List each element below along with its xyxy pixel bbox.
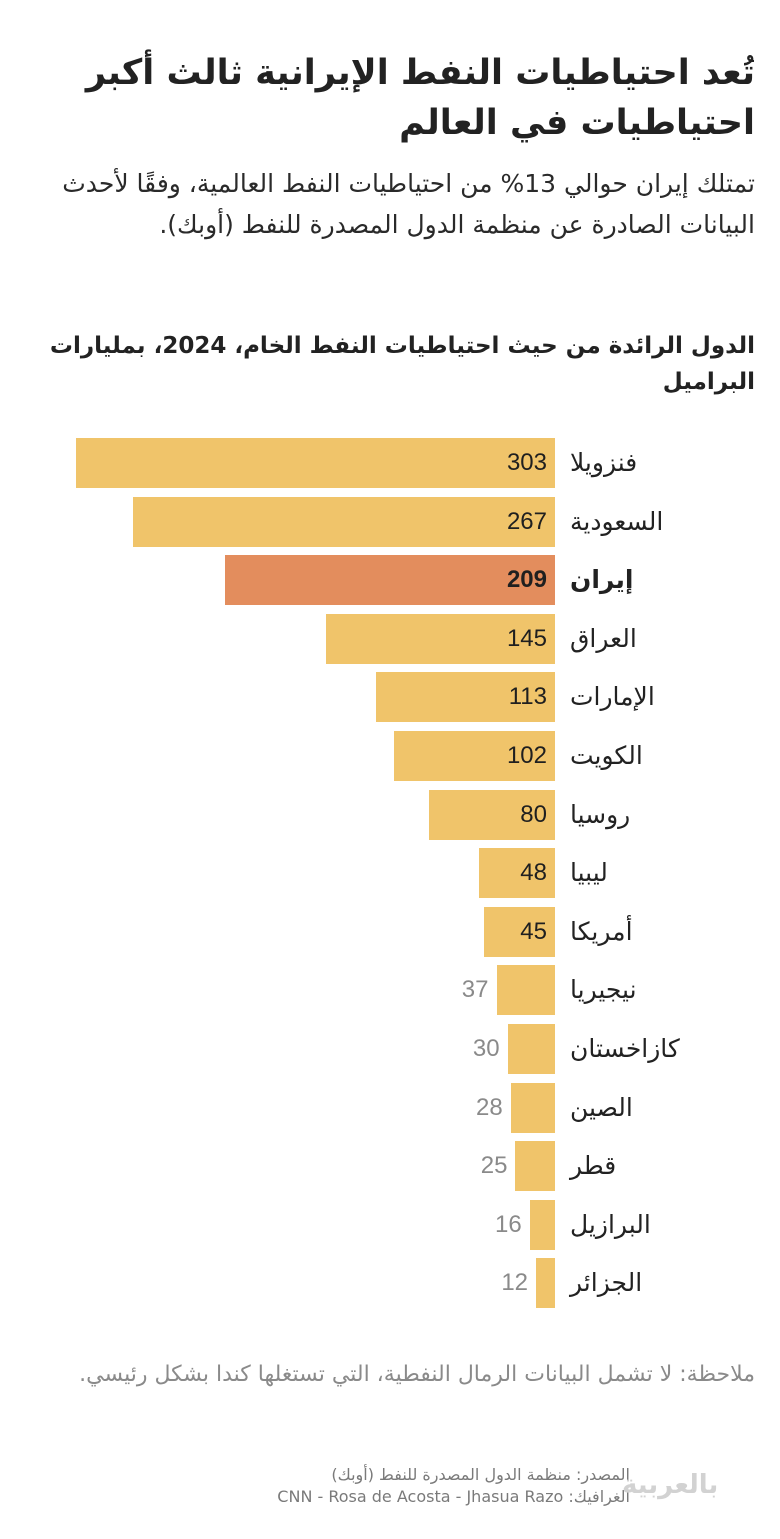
bar xyxy=(515,1141,555,1192)
value-label: 45 xyxy=(520,917,547,945)
source: المصدر: منظمة الدول المصدرة للنفط (أوبك) xyxy=(331,1465,630,1484)
value-label: 48 xyxy=(520,859,547,887)
category-label: ليبيا xyxy=(570,858,608,888)
bar xyxy=(536,1258,555,1309)
bar xyxy=(529,1199,555,1250)
page-title: تُعد احتياطيات النفط الإيرانية ثالث أكبر… xyxy=(85,53,755,143)
category-label: قطر xyxy=(570,1151,617,1181)
value-label: 303 xyxy=(506,449,547,476)
value-label: 102 xyxy=(506,742,547,769)
value-label: 37 xyxy=(461,976,489,1004)
value-label: 80 xyxy=(520,800,547,828)
value-label: 30 xyxy=(472,1035,500,1062)
value-label: 16 xyxy=(495,1210,522,1238)
bar xyxy=(428,789,555,840)
value-label: 267 xyxy=(506,507,547,535)
chart-title: الدول الرائدة من حيث احتياطيات النفط الخ… xyxy=(49,333,755,395)
value-label: 25 xyxy=(480,1152,508,1180)
bar xyxy=(132,496,555,547)
category-label: كازاخستان xyxy=(570,1034,680,1063)
value-label: 113 xyxy=(508,683,547,711)
value-label: 209 xyxy=(506,566,547,594)
bar xyxy=(507,1024,555,1074)
value-label: 28 xyxy=(476,1093,503,1121)
category-label: العراق xyxy=(570,623,637,653)
bar xyxy=(496,965,555,1016)
category-label: السعودية xyxy=(570,506,664,536)
value-label: 145 xyxy=(506,624,547,652)
bar xyxy=(76,438,555,488)
footer: المصدر: منظمة الدول المصدرة للنفط (أوبك)… xyxy=(277,1464,630,1508)
bar xyxy=(224,555,555,606)
category-label: الإمارات xyxy=(570,682,655,712)
category-label: روسيا xyxy=(570,799,631,829)
bar xyxy=(510,1082,555,1133)
cnn-arabic-logo: بالعربية xyxy=(622,1470,719,1500)
category-label: فنزويلا xyxy=(570,448,638,477)
category-label: الصين xyxy=(570,1092,633,1122)
category-label: إيران xyxy=(570,565,634,595)
credits: الغرافيك: CNN - Rosa de Acosta - Jhasua … xyxy=(277,1487,630,1506)
category-label: الجزائر xyxy=(570,1268,643,1298)
note: ملاحظة: لا تشمل البيانات الرمال النفطية،… xyxy=(79,1362,755,1387)
value-label: 12 xyxy=(501,1269,529,1297)
bar xyxy=(393,731,555,781)
bar xyxy=(483,906,555,957)
category-label: أمريكا xyxy=(570,916,633,946)
bar xyxy=(325,613,555,664)
category-label: البرازيل xyxy=(570,1209,651,1239)
subtitle: تمتلك إيران حوالي 13% من احتياطيات النفط… xyxy=(62,169,755,239)
bar xyxy=(479,848,555,899)
category-label: الكويت xyxy=(570,741,643,770)
bar xyxy=(376,672,555,723)
category-label: نيجيريا xyxy=(570,975,637,1005)
